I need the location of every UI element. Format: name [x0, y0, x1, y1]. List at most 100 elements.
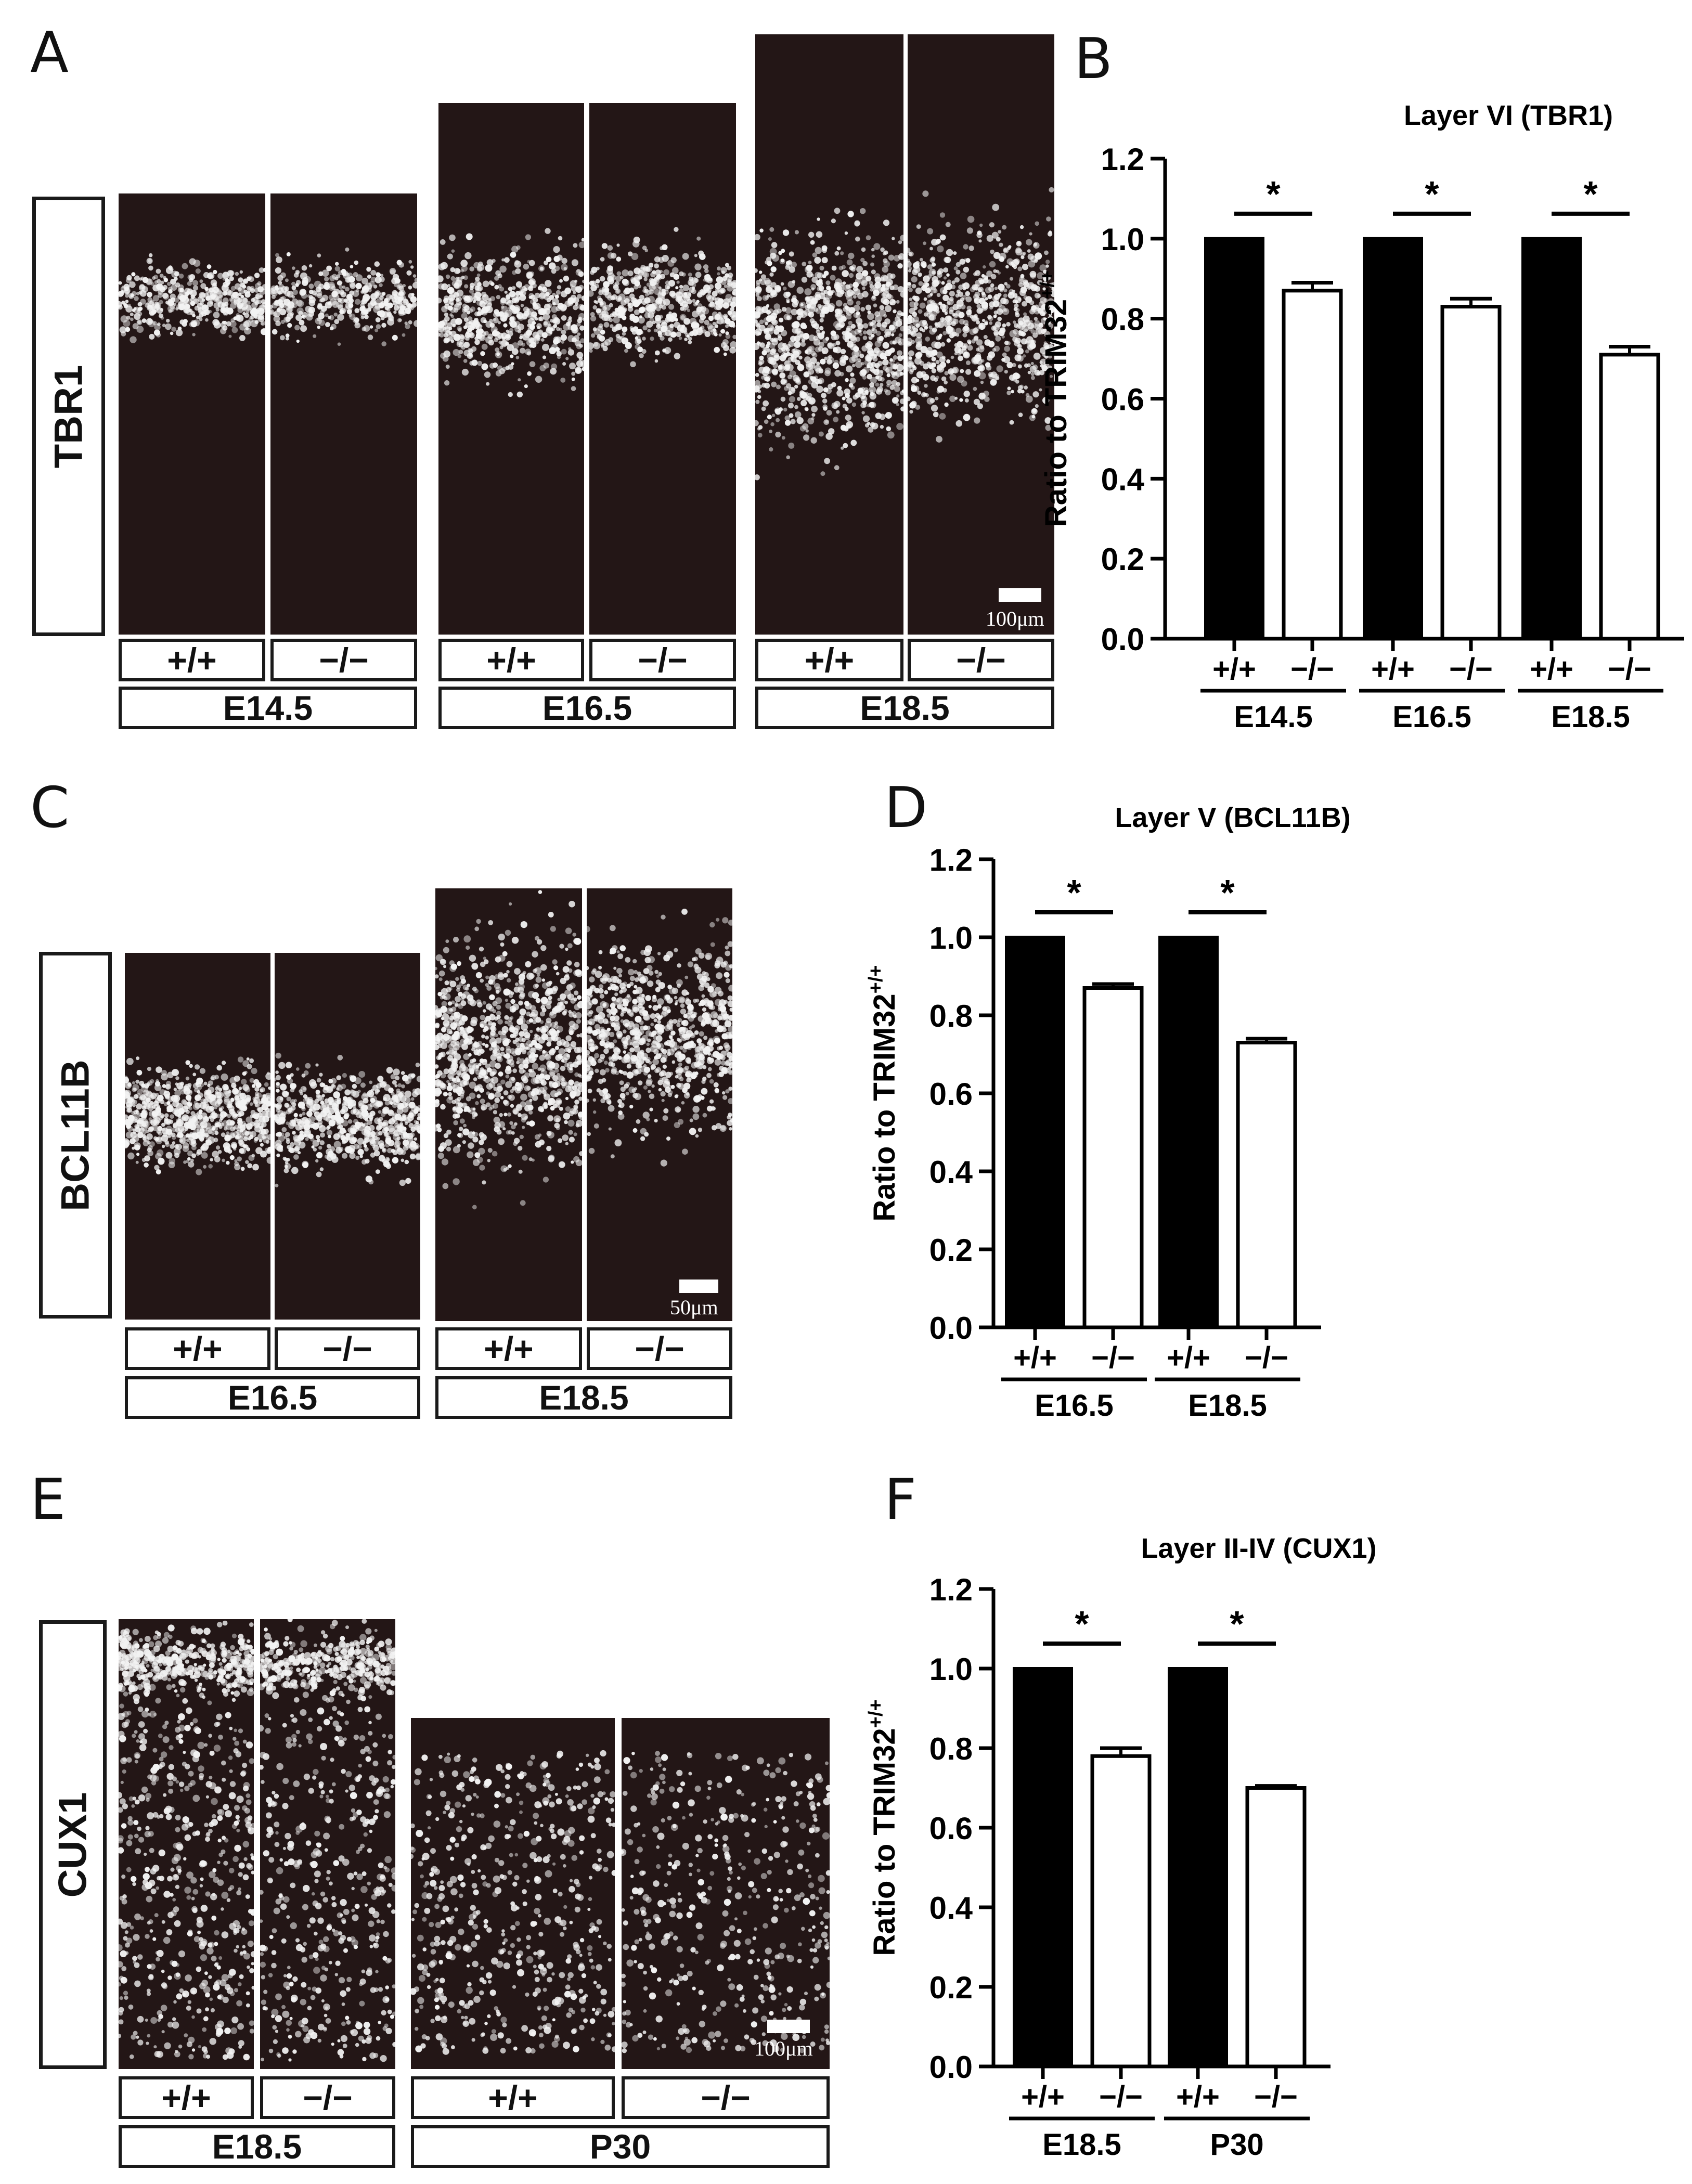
cell-nucleus — [539, 266, 544, 271]
cell-nucleus — [537, 326, 540, 329]
cell-nucleus — [1022, 252, 1026, 255]
cell-nucleus — [915, 405, 921, 410]
cell-nucleus — [189, 278, 193, 282]
cell-nucleus — [299, 1130, 304, 1135]
cell-nucleus — [565, 357, 569, 360]
cell-nucleus — [1048, 230, 1052, 234]
cell-nucleus — [1037, 272, 1044, 279]
cell-nucleus — [792, 327, 799, 334]
cell-nucleus — [571, 377, 575, 381]
cell-nucleus — [755, 268, 758, 273]
cell-nucleus — [389, 268, 396, 275]
cell-nucleus — [167, 282, 171, 286]
cell-nucleus — [851, 364, 856, 368]
cell-nucleus — [461, 368, 469, 376]
cell-nucleus — [230, 1142, 237, 1148]
cell-nucleus — [991, 274, 997, 279]
cell-nucleus — [714, 324, 718, 328]
cell-nucleus — [249, 1102, 253, 1106]
cell-nucleus — [676, 331, 681, 337]
cell-nucleus — [162, 1084, 166, 1088]
cell-nucleus — [629, 293, 635, 299]
cell-nucleus — [981, 274, 985, 278]
cell-nucleus — [330, 1078, 337, 1084]
cell-nucleus — [271, 289, 278, 296]
cell-nucleus — [182, 296, 189, 304]
cell-nucleus — [831, 402, 838, 409]
cell-nucleus — [934, 341, 942, 349]
cell-nucleus — [191, 1153, 197, 1158]
cell-nucleus — [404, 1090, 412, 1098]
cell-nucleus — [165, 1152, 173, 1159]
cell-nucleus — [439, 332, 444, 338]
cell-nucleus — [846, 397, 853, 404]
cell-nucleus — [1034, 304, 1039, 309]
cell-nucleus — [444, 338, 448, 342]
cell-nucleus — [937, 280, 941, 284]
cell-nucleus — [788, 403, 794, 409]
cell-nucleus — [140, 299, 146, 305]
cell-nucleus — [880, 424, 884, 429]
cell-nucleus — [195, 1064, 200, 1070]
cell-nucleus — [947, 279, 951, 284]
cell-nucleus — [363, 1144, 367, 1148]
cell-nucleus — [147, 1080, 153, 1086]
cell-nucleus — [976, 320, 980, 325]
cell-nucleus — [342, 285, 346, 289]
cell-nucleus — [1029, 308, 1035, 315]
cell-nucleus — [813, 307, 819, 312]
cell-nucleus — [1013, 265, 1017, 269]
cell-nucleus — [213, 312, 220, 318]
cell-nucleus — [616, 256, 622, 262]
cell-nucleus — [954, 277, 960, 283]
cell-nucleus — [438, 298, 442, 304]
cell-nucleus — [333, 1091, 340, 1099]
cell-nucleus — [1023, 312, 1027, 316]
cell-nucleus — [822, 351, 825, 354]
cell-nucleus — [410, 296, 417, 303]
cell-nucleus — [250, 320, 258, 328]
cell-nucleus — [911, 384, 915, 389]
cell-nucleus — [797, 362, 801, 366]
cell-nucleus — [977, 403, 983, 409]
cell-nucleus — [370, 300, 377, 306]
cell-nucleus — [390, 1074, 396, 1080]
cell-nucleus — [236, 315, 244, 322]
cell-nucleus — [494, 328, 498, 332]
micrograph-tbr1-e16-ko — [589, 103, 736, 635]
cell-nucleus — [278, 1062, 286, 1069]
cell-nucleus — [688, 337, 692, 341]
cell-nucleus — [846, 259, 853, 266]
cell-nucleus — [315, 1063, 319, 1067]
cell-nucleus — [316, 1138, 320, 1143]
cell-nucleus — [480, 317, 486, 324]
cell-nucleus — [714, 304, 720, 311]
cell-nucleus — [376, 272, 381, 278]
cell-nucleus — [291, 1119, 296, 1125]
cell-nucleus — [549, 331, 552, 334]
cell-nucleus — [824, 458, 830, 464]
cell-nucleus — [165, 1142, 170, 1147]
cell-nucleus — [306, 1110, 313, 1117]
cell-nucleus — [485, 321, 493, 328]
cell-nucleus — [706, 294, 712, 300]
cell-nucleus — [861, 362, 864, 366]
cell-nucleus — [959, 398, 963, 402]
cell-nucleus — [166, 1121, 171, 1125]
cell-nucleus — [791, 262, 797, 268]
cell-nucleus — [171, 327, 176, 332]
cell-nucleus — [940, 303, 947, 310]
cell-nucleus — [805, 348, 812, 355]
cell-nucleus — [635, 344, 640, 350]
cell-nucleus — [401, 1134, 406, 1140]
cell-nucleus — [800, 303, 804, 307]
cell-nucleus — [315, 1090, 320, 1095]
cell-nucleus — [784, 360, 790, 366]
cell-nucleus — [125, 1114, 128, 1119]
cell-nucleus — [642, 325, 648, 331]
cell-nucleus — [830, 275, 836, 281]
cell-nucleus — [552, 298, 559, 306]
cell-nucleus — [493, 317, 499, 324]
cell-nucleus — [793, 299, 799, 305]
cell-nucleus — [996, 237, 1001, 242]
